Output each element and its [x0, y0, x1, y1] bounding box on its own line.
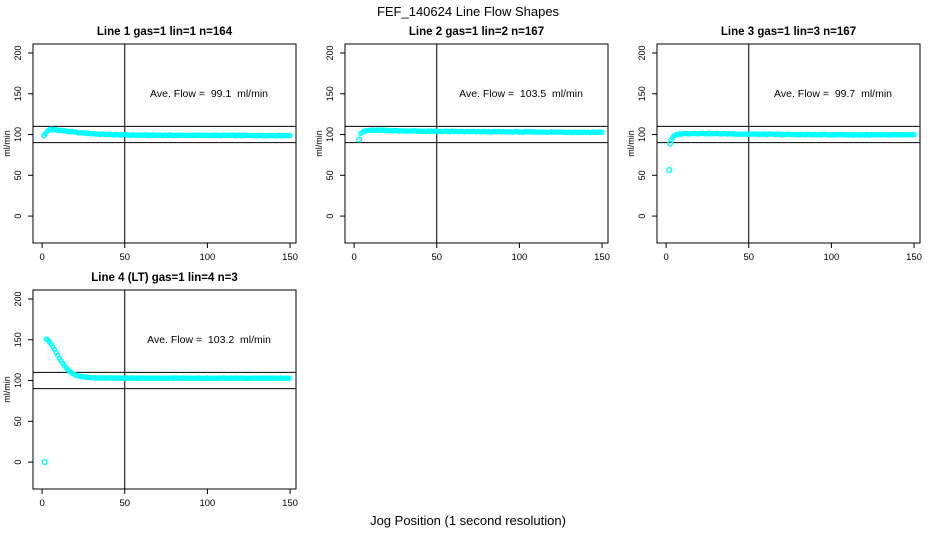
x-axis: 0 50 100 150	[663, 243, 922, 263]
svg-text:100: 100	[199, 498, 215, 509]
svg-text:50: 50	[119, 252, 130, 263]
svg-text:0: 0	[663, 252, 668, 263]
svg-text:150: 150	[13, 86, 23, 101]
reference-lines	[33, 44, 296, 243]
x-axis: 0 50 100 150	[39, 243, 298, 263]
chart-svg: Line 3 gas=1 lin=3 n=167 0 50 100 150 200 ml/m…	[626, 26, 922, 263]
svg-text:100: 100	[13, 127, 23, 142]
plot-box	[32, 289, 297, 490]
svg-text:0: 0	[13, 214, 23, 219]
svg-text:0: 0	[637, 214, 647, 219]
svg-text:200: 200	[13, 45, 23, 60]
subplot-title: Line 1 gas=1 lin=1 n=164	[97, 26, 233, 38]
svg-text:50: 50	[743, 252, 754, 263]
svg-text:50: 50	[637, 170, 647, 180]
svg-text:50: 50	[13, 416, 23, 426]
ave-flow-annotation: Ave. Flow = 103.2 ml/min	[147, 334, 271, 346]
reference-lines	[33, 290, 296, 489]
plot-box	[344, 43, 609, 244]
subplot-line-2: Line 2 gas=1 lin=2 n=167 0 50 100 150 200 ml/m…	[312, 14, 624, 265]
ave-flow-annotation: Ave. Flow = 103.5 ml/min	[459, 88, 583, 100]
svg-text:100: 100	[823, 252, 839, 263]
subplot-title: Line 3 gas=1 lin=3 n=167	[721, 26, 856, 38]
subplot-title: Line 4 (LT) gas=1 lin=4 n=3	[91, 272, 237, 284]
data-points	[666, 130, 917, 174]
chart-svg: Line 2 gas=1 lin=2 n=167 0 50 100 150 200 ml/m…	[314, 26, 610, 263]
y-axis: 0 50 100 150 200	[13, 291, 33, 465]
svg-text:150: 150	[594, 252, 610, 263]
svg-text:150: 150	[637, 86, 647, 101]
svg-text:0: 0	[39, 252, 44, 263]
svg-text:100: 100	[13, 373, 23, 388]
svg-text:150: 150	[13, 332, 23, 347]
svg-text:50: 50	[13, 170, 23, 180]
svg-text:200: 200	[13, 291, 23, 306]
svg-text:100: 100	[637, 127, 647, 142]
data-points	[41, 336, 292, 466]
reference-lines	[345, 44, 608, 243]
y-axis-label: ml/min	[314, 130, 324, 157]
svg-text:50: 50	[119, 498, 130, 509]
y-axis: 0 50 100 150 200	[13, 45, 33, 219]
svg-text:200: 200	[325, 45, 335, 60]
svg-text:150: 150	[325, 86, 335, 101]
y-axis-label: ml/min	[2, 130, 12, 157]
y-axis: 0 50 100 150 200	[637, 45, 657, 219]
svg-text:0: 0	[325, 214, 335, 219]
svg-text:200: 200	[637, 45, 647, 60]
svg-text:100: 100	[325, 127, 335, 142]
subplot-line-3: Line 3 gas=1 lin=3 n=167 0 50 100 150 200 ml/m…	[624, 14, 936, 265]
data-points	[355, 127, 605, 143]
svg-text:150: 150	[282, 252, 298, 263]
y-axis-label: ml/min	[626, 130, 636, 157]
svg-text:0: 0	[39, 498, 44, 509]
ave-flow-annotation: Ave. Flow = 99.7 ml/min	[774, 88, 892, 100]
data-points	[41, 126, 293, 139]
plot-box	[32, 43, 297, 244]
ave-flow-annotation: Ave. Flow = 99.1 ml/min	[150, 88, 268, 100]
svg-text:150: 150	[906, 252, 922, 263]
svg-text:50: 50	[431, 252, 442, 263]
subplot-line-4: Line 4 (LT) gas=1 lin=4 n=3 0 50 100 150 200 m…	[0, 260, 312, 511]
subplot-line-1: Line 1 gas=1 lin=1 n=164 0 50 100 150 200 ml/m…	[0, 14, 312, 265]
figure-title: FEF_140624 Line Flow Shapes	[376, 4, 560, 19]
chart-svg: Line 4 (LT) gas=1 lin=4 n=3 0 50 100 150 200 m…	[2, 272, 298, 509]
svg-text:50: 50	[325, 170, 335, 180]
svg-text:0: 0	[351, 252, 356, 263]
subplot-title: Line 2 gas=1 lin=2 n=167	[409, 26, 544, 38]
svg-text:100: 100	[199, 252, 215, 263]
svg-text:0: 0	[13, 460, 23, 465]
y-axis-label: ml/min	[2, 376, 12, 403]
x-axis: 0 50 100 150	[351, 243, 610, 263]
x-axis: 0 50 100 150	[39, 489, 298, 509]
plot-box	[656, 43, 921, 244]
svg-text:150: 150	[282, 498, 298, 509]
svg-text:100: 100	[511, 252, 527, 263]
reference-lines	[657, 44, 920, 243]
y-axis: 0 50 100 150 200	[325, 45, 345, 219]
x-axis-outer-label: Jog Position (1 second resolution)	[370, 513, 566, 528]
chart-svg: Line 1 gas=1 lin=1 n=164 0 50 100 150 200 ml/m…	[2, 26, 298, 263]
